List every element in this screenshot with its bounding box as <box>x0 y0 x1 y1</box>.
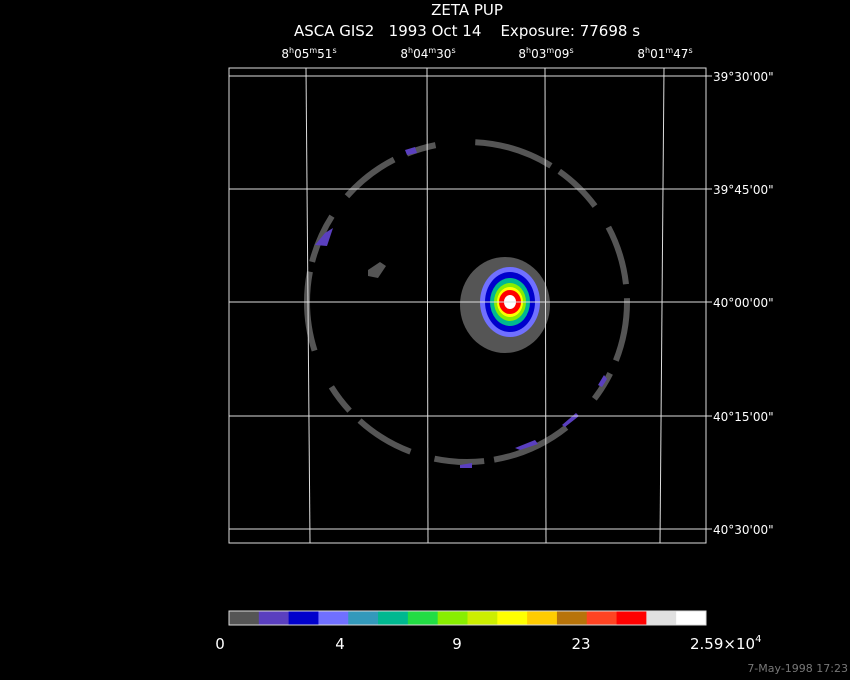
ra-unit: s <box>688 46 692 55</box>
ra-number: 01 <box>650 47 665 61</box>
colorbar-segment <box>676 611 707 625</box>
ra-unit: m <box>546 46 554 55</box>
ra-unit: m <box>428 46 436 55</box>
colorbar-segment <box>497 611 528 625</box>
ra-number: 04 <box>413 47 428 61</box>
colorbar-segment <box>646 611 677 625</box>
colorbar-segment <box>407 611 439 625</box>
colorbar-max-mantissa: 2.59×10 <box>690 635 755 653</box>
ra-number: 8 <box>400 47 408 61</box>
dec-label: 39°30'00" <box>713 70 774 84</box>
colorbar-label: 9 <box>452 635 462 653</box>
dec-label: 40°30'00" <box>713 523 774 537</box>
dec-label: 40°15'00" <box>713 410 774 424</box>
subtitle: ASCA GIS2 1993 Oct 14 Exposure: 77698 s <box>294 22 640 40</box>
dec-label: 39°45'00" <box>713 183 774 197</box>
colorbar-segment <box>288 611 319 625</box>
colorbar-segment <box>229 611 260 625</box>
ra-unit: m <box>665 46 673 55</box>
colorbar-segment <box>586 611 618 625</box>
colorbar-segment <box>616 611 647 625</box>
ra-unit: s <box>332 46 336 55</box>
gray-patch <box>368 262 386 278</box>
colorbar-label: 4 <box>335 635 345 653</box>
ra-unit: s <box>451 46 455 55</box>
colorbar-label: 0 <box>215 635 225 653</box>
grid-line <box>544 67 547 544</box>
ra-number: 05 <box>294 47 309 61</box>
ra-unit: m <box>309 46 317 55</box>
colorbar-segment <box>527 611 558 625</box>
ra-unit: h <box>645 46 650 55</box>
ra-unit: h <box>289 46 294 55</box>
colorbar-segment <box>556 611 588 625</box>
ra-number: 09 <box>554 47 569 61</box>
ra-unit: s <box>569 46 573 55</box>
ra-unit: h <box>408 46 413 55</box>
ra-number: 8 <box>281 47 289 61</box>
colorbar-frame <box>228 610 707 626</box>
colorbar-segment <box>378 611 409 625</box>
ra-unit: h <box>526 46 531 55</box>
colorbar-segment <box>348 611 379 625</box>
grid-line <box>305 67 311 544</box>
ra-label: 8h05m51s <box>281 46 336 61</box>
colorbar-segment <box>318 611 349 625</box>
ra-label: 8h04m30s <box>400 46 455 61</box>
ra-label: 8h01m47s <box>637 46 692 61</box>
ra-number: 8 <box>637 47 645 61</box>
ra-number: 8 <box>518 47 526 61</box>
ra-label: 8h03m09s <box>518 46 573 61</box>
title: ZETA PUP <box>431 1 503 19</box>
frame <box>228 67 707 544</box>
colorbar-segment <box>467 611 498 625</box>
colorbar-max-exponent: 4 <box>755 634 761 645</box>
colorbar-segment <box>258 611 290 625</box>
colorbar-segment <box>437 611 468 625</box>
ra-number: 30 <box>436 47 451 61</box>
grid-line <box>659 67 665 544</box>
ra-number: 03 <box>531 47 546 61</box>
colorbar-max-label: 2.59×104 <box>690 634 761 653</box>
grid-line <box>426 67 429 544</box>
ra-number: 47 <box>673 47 688 61</box>
footer: 7-May-1998 17:23 <box>747 662 848 675</box>
colorbar-label: 23 <box>571 635 590 653</box>
dec-label: 40°00'00" <box>713 296 774 310</box>
ra-number: 51 <box>317 47 332 61</box>
colorbar <box>228 610 707 626</box>
coordinate-grid <box>228 67 712 544</box>
